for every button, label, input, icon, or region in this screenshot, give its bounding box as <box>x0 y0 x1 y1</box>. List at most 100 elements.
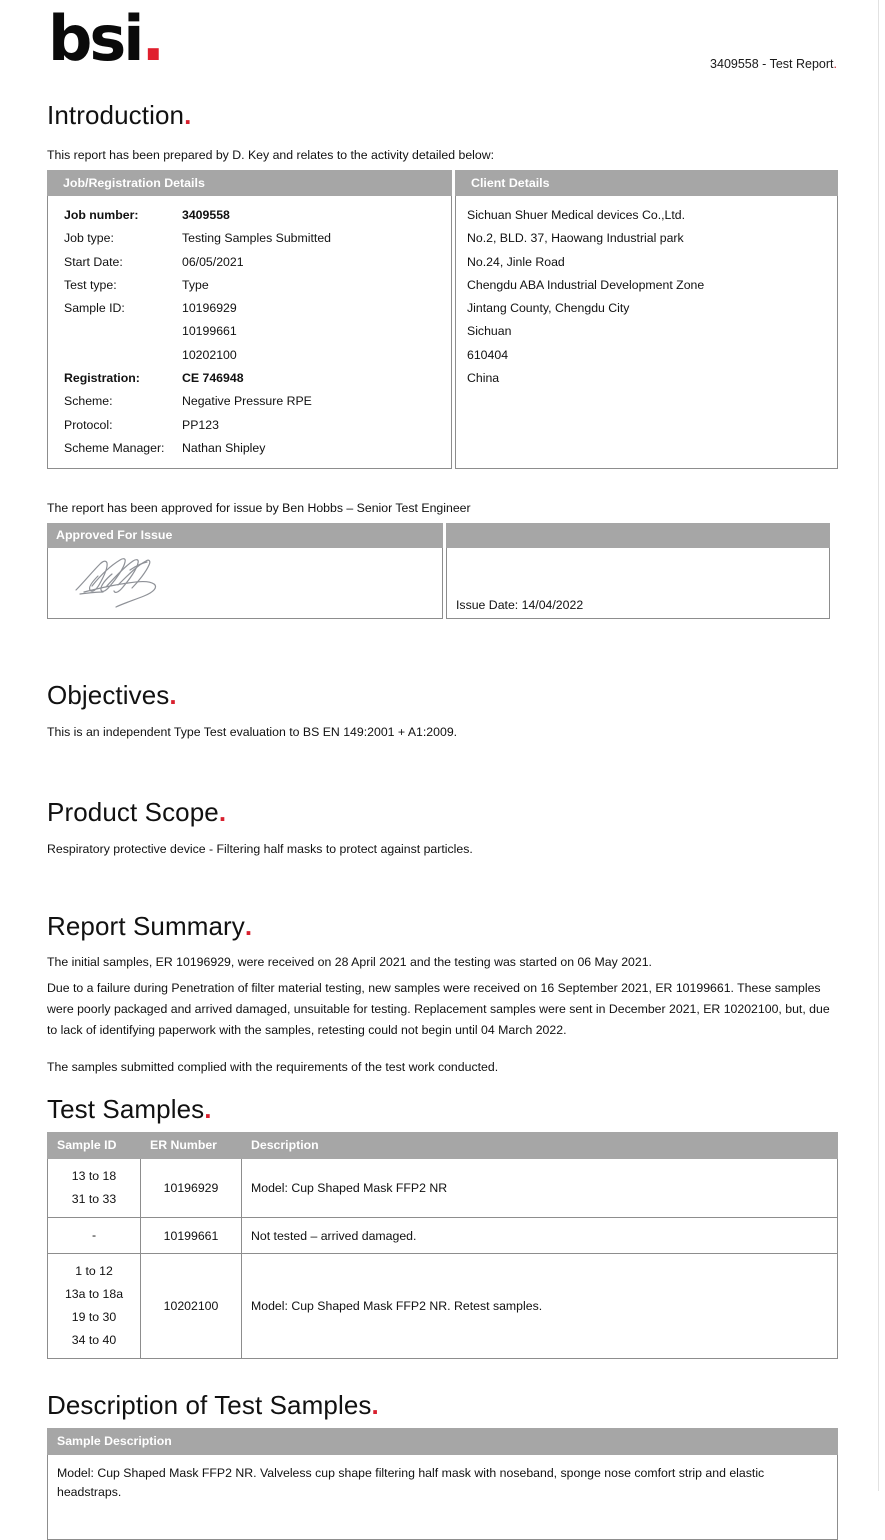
job-row-value: Testing Samples Submitted <box>182 231 332 246</box>
intro-table-header-row: Job/Registration Details Client Details <box>47 170 838 196</box>
job-row-value: Negative Pressure RPE <box>182 394 312 409</box>
document-page: bsi. 3409558 - Test Report. Introduction… <box>47 0 879 1540</box>
cell-sample-id: - <box>47 1217 141 1255</box>
job-row: 10199661 <box>64 320 442 343</box>
document-header: bsi. 3409558 - Test Report. <box>47 0 838 92</box>
sample-id-line: - <box>91 1228 97 1243</box>
introduction-lead-text: This report has been prepared by D. Key … <box>47 148 495 162</box>
description-of-test-samples-heading: Description of Test Samples. <box>47 1390 838 1420</box>
approval-header-gap <box>443 523 446 549</box>
job-row: Test type: Type <box>64 274 442 297</box>
cell-description: Model: Cup Shaped Mask FFP2 NR <box>241 1158 838 1219</box>
column-header-description: Description <box>241 1132 838 1160</box>
introduction-heading-text: Introduction <box>47 100 185 130</box>
sample-id-line: 1 to 12 <box>75 1264 113 1279</box>
job-row-label: Job type: <box>64 231 114 246</box>
objectives-heading: Objectives. <box>47 680 838 710</box>
sample-id-line: 19 to 30 <box>71 1310 117 1325</box>
table-row: 1 to 12 13a to 18a 19 to 30 34 to 40 102… <box>47 1253 838 1360</box>
product-scope-heading: Product Scope. <box>47 797 838 827</box>
job-row-value: Nathan Shipley <box>182 440 266 455</box>
cell-description: Not tested – arrived damaged. <box>241 1217 838 1255</box>
sample-id-line: 13 to 18 <box>71 1169 117 1184</box>
job-row-label: Sample ID: <box>64 301 125 316</box>
job-row-value: 3409558 <box>182 208 230 222</box>
description-of-test-samples-heading-text: Description of Test Samples <box>47 1390 372 1421</box>
job-row-label: Job number: <box>64 208 139 222</box>
cell-er-number: 10199661 <box>140 1217 242 1255</box>
test-samples-heading: Test Samples. <box>47 1094 838 1124</box>
approved-for-issue-table: Approved For Issue <box>47 523 830 620</box>
job-row-label: Registration: <box>64 371 140 386</box>
approval-header-row: Approved For Issue <box>47 523 830 549</box>
job-row-label: Scheme Manager: <box>64 440 165 455</box>
job-row-label: Protocol: <box>64 417 113 432</box>
introduction-heading-dot: . <box>184 100 192 130</box>
report-reference: 3409558 - Test Report. <box>710 57 837 71</box>
job-row-value: 06/05/2021 <box>182 254 244 269</box>
cell-sample-description: Model: Cup Shaped Mask FFP2 NR. Valveles… <box>47 1454 838 1540</box>
job-row-label: Scheme: <box>64 394 113 409</box>
job-row: Start Date: 06/05/2021 <box>64 251 442 274</box>
job-row: Scheme: Negative Pressure RPE <box>64 390 442 413</box>
objectives-heading-dot: . <box>169 680 177 711</box>
job-row-value: CE 746948 <box>182 371 244 386</box>
intro-table-gap <box>452 196 455 470</box>
bsi-logo-dot: . <box>141 2 166 75</box>
client-address-line: China <box>467 371 500 386</box>
sample-id-line: 13a to 18a <box>64 1287 124 1302</box>
column-header-er-number: ER Number <box>140 1132 242 1160</box>
approval-body-row: Issue Date: 14/04/2022 <box>47 548 830 620</box>
job-row: Sample ID: 10196929 <box>64 297 442 320</box>
product-scope-heading-text: Product Scope <box>47 797 219 828</box>
job-details-header: Job/Registration Details <box>47 170 452 196</box>
header-gap <box>452 170 455 196</box>
introduction-heading: Introduction. <box>47 100 838 130</box>
product-scope-heading-dot: . <box>218 797 227 828</box>
cell-sample-id: 1 to 12 13a to 18a 19 to 30 34 to 40 <box>47 1253 141 1360</box>
sample-description-table: Sample Description Model: Cup Shaped Mas… <box>47 1428 838 1540</box>
approval-line: The report has been approved for issue b… <box>47 501 471 516</box>
test-samples-heading-text: Test Samples <box>47 1094 205 1125</box>
job-row: 10202100 <box>64 344 442 367</box>
report-reference-text: 3409558 - Test Report <box>710 57 834 71</box>
report-summary-paragraph-2: Due to a failure during Penetration of f… <box>47 981 830 1038</box>
job-row-value: 10202100 <box>182 347 237 362</box>
approved-for-issue-header: Approved For Issue <box>47 523 443 549</box>
job-row: Job type: Testing Samples Submitted <box>64 227 442 250</box>
cell-description: Model: Cup Shaped Mask FFP2 NR. Retest s… <box>241 1253 838 1360</box>
job-details-list: Job number: 3409558 Job type: Testing Samp… <box>64 204 442 460</box>
signature-image <box>70 552 190 617</box>
report-summary-heading-dot: . <box>244 911 253 942</box>
cell-er-number: 10202100 <box>140 1253 242 1360</box>
report-summary-paragraph-3: The samples submitted complied with the … <box>47 1060 499 1075</box>
test-samples-heading-dot: . <box>204 1094 212 1125</box>
approval-header-blank <box>446 523 830 549</box>
client-address-line: 610404 <box>467 347 509 362</box>
client-address-line: Jintang County, Chengdu City <box>467 301 630 316</box>
job-row-label <box>64 320 182 343</box>
cell-er-number: 10196929 <box>140 1158 242 1219</box>
job-row-label <box>64 344 182 367</box>
job-row: Registration: CE 746948 <box>64 367 442 390</box>
job-row-label: Start Date: <box>64 254 123 269</box>
objectives-heading-text: Objectives <box>47 680 170 711</box>
job-row-value: Type <box>182 277 209 292</box>
report-summary-heading-text: Report Summary <box>47 911 245 942</box>
client-address-line: No.24, Jinle Road <box>467 254 565 269</box>
client-details-header: Client Details <box>455 170 838 196</box>
report-summary-paragraph-1: The initial samples, ER 10196929, were r… <box>47 955 652 970</box>
cell-sample-id: 13 to 18 31 to 33 <box>47 1158 141 1219</box>
bsi-logo-text: bsi <box>48 2 145 75</box>
report-summary-heading: Report Summary. <box>47 911 838 941</box>
product-scope-text: Respiratory protective device - Filterin… <box>47 842 473 857</box>
job-row: Job number: 3409558 <box>64 204 442 227</box>
sample-id-line: 34 to 40 <box>71 1333 117 1348</box>
approval-body-gap <box>443 548 446 620</box>
column-header-sample-description: Sample Description <box>47 1428 838 1456</box>
job-row-value: 10196929 <box>182 301 237 316</box>
client-address-line: No.2, BLD. 37, Haowang Industrial park <box>467 231 684 246</box>
job-details-cell: Job number: 3409558 Job type: Testing Samp… <box>47 196 452 470</box>
client-address-line: Sichuan Shuer Medical devices Co.,Ltd. <box>467 208 686 222</box>
report-reference-dot: . <box>833 57 837 71</box>
